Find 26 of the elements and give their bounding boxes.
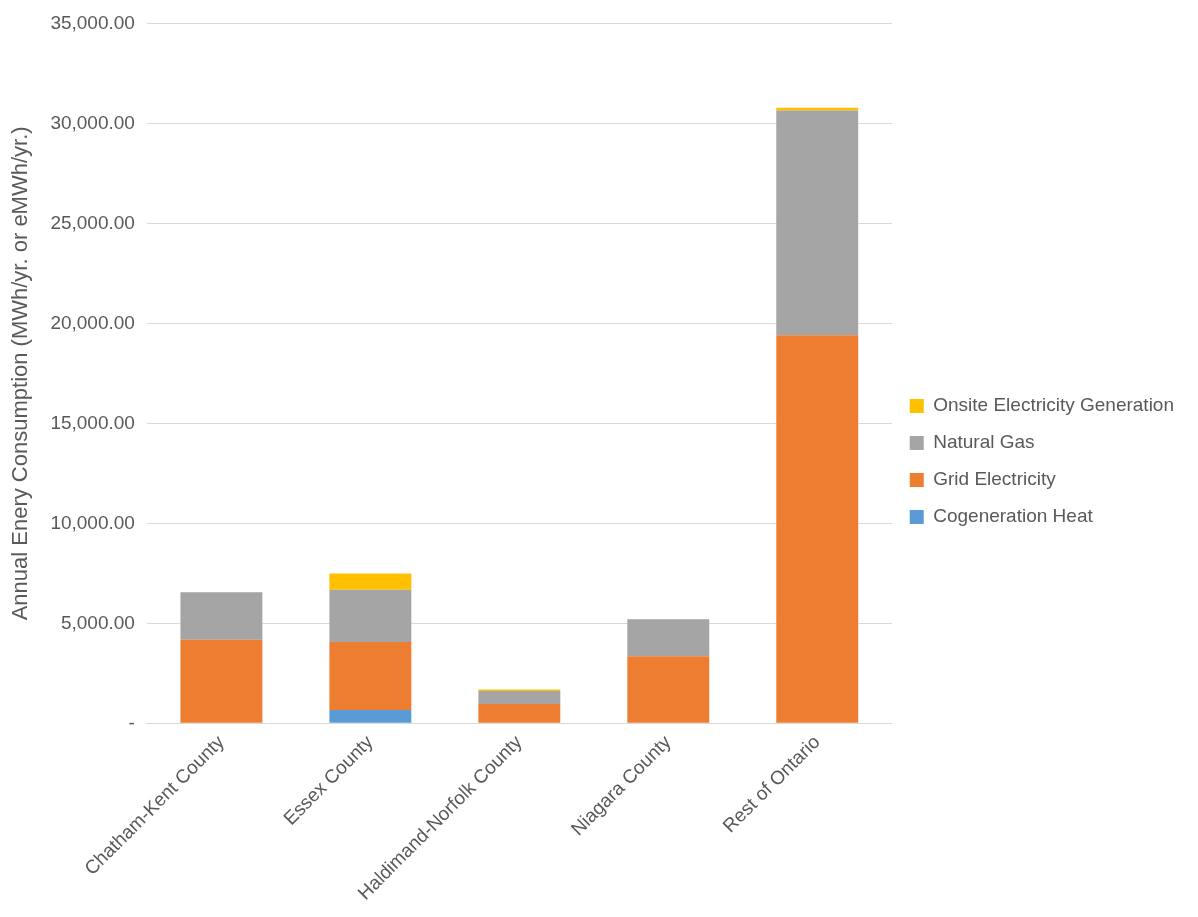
- legend-label: Onsite Electricity Generation: [933, 394, 1174, 416]
- bar: [180, 592, 263, 640]
- y-tick-label: 30,000.00: [50, 111, 135, 133]
- y-tick-label: 35,000.00: [50, 11, 135, 33]
- bar: [776, 107, 859, 111]
- bar: [478, 703, 561, 723]
- y-tick-label: -: [128, 711, 135, 733]
- bar: [329, 709, 412, 723]
- bar: [329, 641, 412, 710]
- y-tick-label: 15,000.00: [50, 411, 135, 433]
- y-tick-label: 5,000.00: [60, 611, 135, 633]
- legend-label: Grid Electricity: [933, 468, 1057, 490]
- bar: [180, 639, 263, 723]
- bar: [329, 573, 412, 590]
- bar: [478, 690, 561, 704]
- bar: [627, 656, 710, 723]
- bar: [627, 619, 710, 657]
- bar: [776, 110, 859, 336]
- y-tick-label: 20,000.00: [50, 311, 135, 333]
- bar: [329, 589, 412, 642]
- legend-label: Natural Gas: [933, 431, 1035, 453]
- legend-label: Cogeneration Heat: [933, 505, 1094, 527]
- bar: [776, 335, 859, 723]
- y-tick-label: 10,000.00: [50, 511, 135, 533]
- y-axis-title: Annual Enery Consumption (MWh/yr. or eMWh/yr.): [7, 126, 33, 621]
- y-tick-label: 25,000.00: [50, 211, 135, 233]
